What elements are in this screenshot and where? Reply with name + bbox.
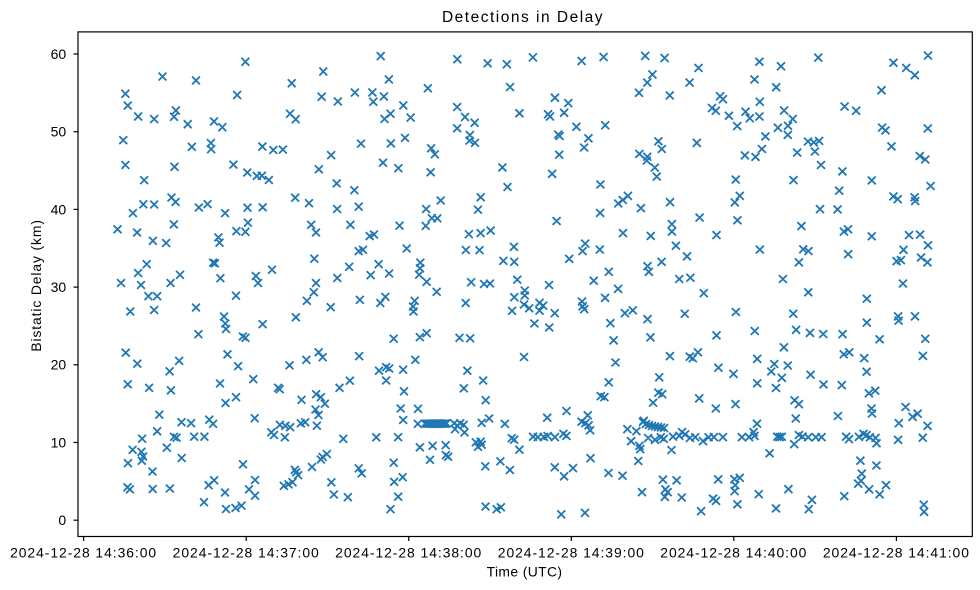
svg-text:40: 40: [51, 201, 67, 217]
svg-text:Detections in Delay: Detections in Delay: [442, 9, 604, 26]
svg-text:2024-12-28 14:36:00: 2024-12-28 14:36:00: [10, 544, 157, 560]
svg-text:2024-12-28 14:38:00: 2024-12-28 14:38:00: [335, 544, 482, 560]
svg-text:60: 60: [51, 46, 67, 62]
svg-text:Time (UTC): Time (UTC): [487, 564, 563, 580]
svg-text:50: 50: [51, 124, 67, 140]
svg-text:2024-12-28 14:41:00: 2024-12-28 14:41:00: [823, 544, 970, 560]
svg-text:0: 0: [58, 512, 66, 528]
svg-text:Bistatic Delay (km): Bistatic Delay (km): [28, 219, 44, 352]
svg-text:20: 20: [51, 357, 67, 373]
svg-text:2024-12-28 14:40:00: 2024-12-28 14:40:00: [660, 544, 807, 560]
svg-text:10: 10: [51, 434, 67, 450]
svg-text:30: 30: [51, 279, 67, 295]
svg-text:2024-12-28 14:37:00: 2024-12-28 14:37:00: [173, 544, 320, 560]
svg-text:2024-12-28 14:39:00: 2024-12-28 14:39:00: [498, 544, 645, 560]
